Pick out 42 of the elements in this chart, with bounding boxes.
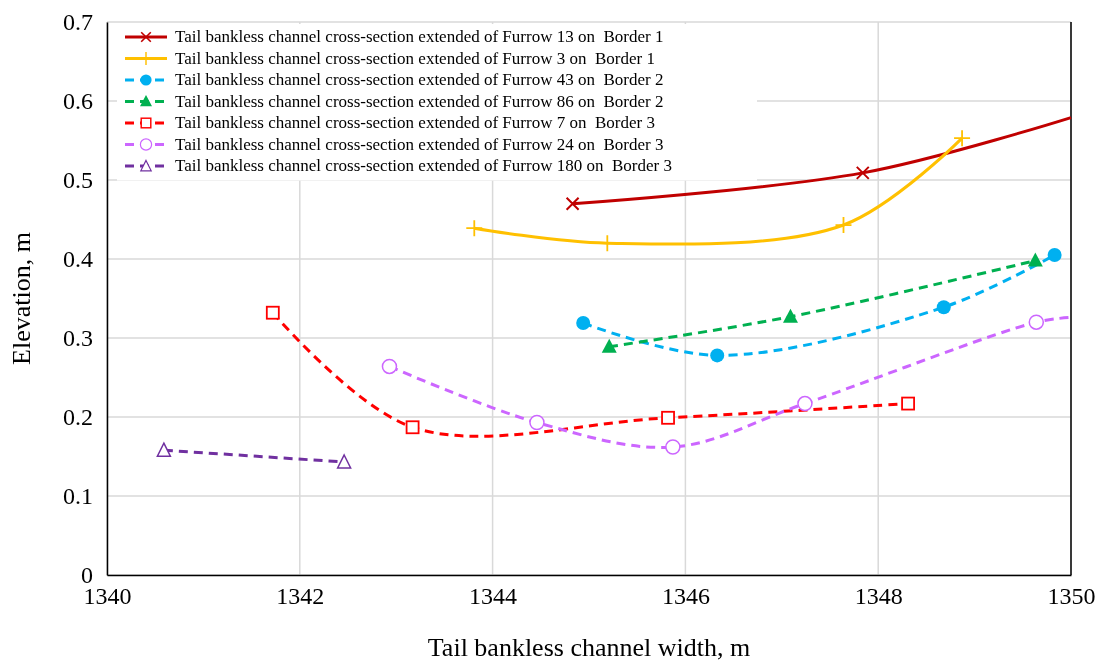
legend-label: Tail bankless channel cross-section extended of Furrow 180 on Border 3 [175,156,672,175]
point [936,300,951,315]
legend-label: Tail bankless channel cross-section extended of Furrow 3 on Border 1 [175,48,655,68]
y-tick-label: 0.5 [63,167,93,194]
point [529,414,545,431]
legend-label: Tail bankless channel cross-section extended of Furrow 86 on Border 2 [175,91,664,111]
point [405,420,420,435]
point [601,338,617,353]
point [1047,248,1062,263]
y-tick-label: 0.3 [63,325,93,352]
legend-label: Tail bankless channel cross-section extended of Furrow 13 on Border 1 [175,27,664,46]
legend-label: Tail bankless channel cross-section extended of Furrow 24 on Border 3 [175,134,664,154]
x-axis-title: Tail bankless channel width, m [427,633,751,662]
point [855,165,870,180]
point [465,219,484,238]
point [953,129,971,148]
point [797,395,813,412]
y-axis-title: Elevation, m [7,232,36,365]
point [710,348,725,363]
x-tick-label: 1350 [1047,583,1096,610]
x-tick-label: 1346 [661,583,710,610]
point [1027,252,1043,267]
point [265,305,280,320]
legend-label: Tail bankless channel cross-section extended of Furrow 7 on Border 3 [175,113,655,132]
legend-label: Tail bankless channel cross-section extended of Furrow 43 on Border 2 [175,70,664,89]
point [565,196,580,211]
point [381,358,398,375]
y-tick-label: 0.1 [63,483,93,510]
x-tick-label: 1348 [854,583,903,610]
x-tick-label: 1342 [276,583,325,610]
y-tick-label: 0.2 [63,404,93,431]
point [834,216,853,234]
y-tick-label: 0.6 [63,88,93,115]
y-tick-label: 0.7 [63,9,93,36]
point [782,308,798,323]
y-tick-label: 0.4 [63,246,93,273]
x-tick-label: 1344 [469,583,518,610]
point [661,410,675,425]
point [901,396,915,411]
point [1028,314,1045,330]
point [665,439,681,455]
point [576,315,591,330]
